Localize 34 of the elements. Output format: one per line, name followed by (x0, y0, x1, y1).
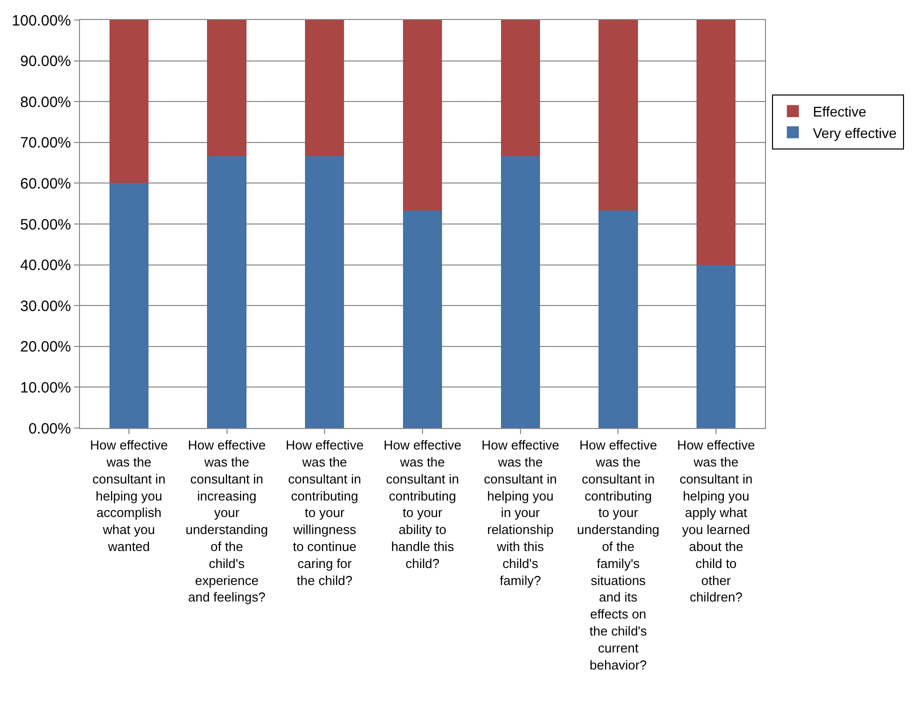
y-tick-label: 20.00% (20, 338, 71, 356)
y-tick-label: 60.00% (20, 175, 71, 192)
y-tick-label: 50.00% (20, 216, 71, 234)
bar (402, 20, 442, 211)
legend-label: Effective (812, 104, 866, 120)
category-label: How effective was the consultant in helping you in your relationship with this child's family? (481, 438, 560, 588)
bar (696, 20, 736, 265)
bar (109, 20, 148, 184)
category-label: How effective was the consultant in increasing your understanding of the child's experience and feelings? (186, 438, 268, 605)
x-tick-label: How effective was the consultant in helping you accomplish what you wanted (90, 438, 168, 554)
x-tick-label: How effective was the consultant in contributing to your ability to handle this child? (384, 438, 462, 571)
bar (500, 156, 540, 428)
y-tick-label: 30.00% (20, 298, 71, 315)
bar (305, 20, 344, 156)
y-tick-label: 70.00% (20, 134, 71, 152)
bar (402, 210, 442, 428)
category-label: How effective was the consultant in contributing to your understanding of the family's situations and its effects on the child's current behavior? (577, 438, 660, 672)
bar (305, 156, 344, 428)
bar (500, 20, 540, 156)
bar (598, 20, 638, 211)
bar (207, 156, 246, 428)
y-tick-label: 80.00% (20, 94, 71, 111)
bar (207, 20, 246, 156)
y-tick-label: 40.00% (20, 257, 71, 274)
y-tick-label: 0.00% (28, 420, 71, 438)
y-tick-label: 90.00% (20, 53, 71, 70)
category-label: How effective was the consultant in contributing to your willingness to continue caring for the child? (286, 438, 364, 588)
y-tick-label: 100.00% (12, 12, 71, 30)
legend-label: Very effective (812, 124, 897, 141)
bar (598, 210, 638, 428)
y-tick-label: 10.00% (20, 379, 71, 396)
category-label: How effective was the consultant in helping you apply what you learned about the child to other children? (677, 438, 755, 605)
bar (696, 264, 736, 428)
bar (109, 183, 148, 428)
